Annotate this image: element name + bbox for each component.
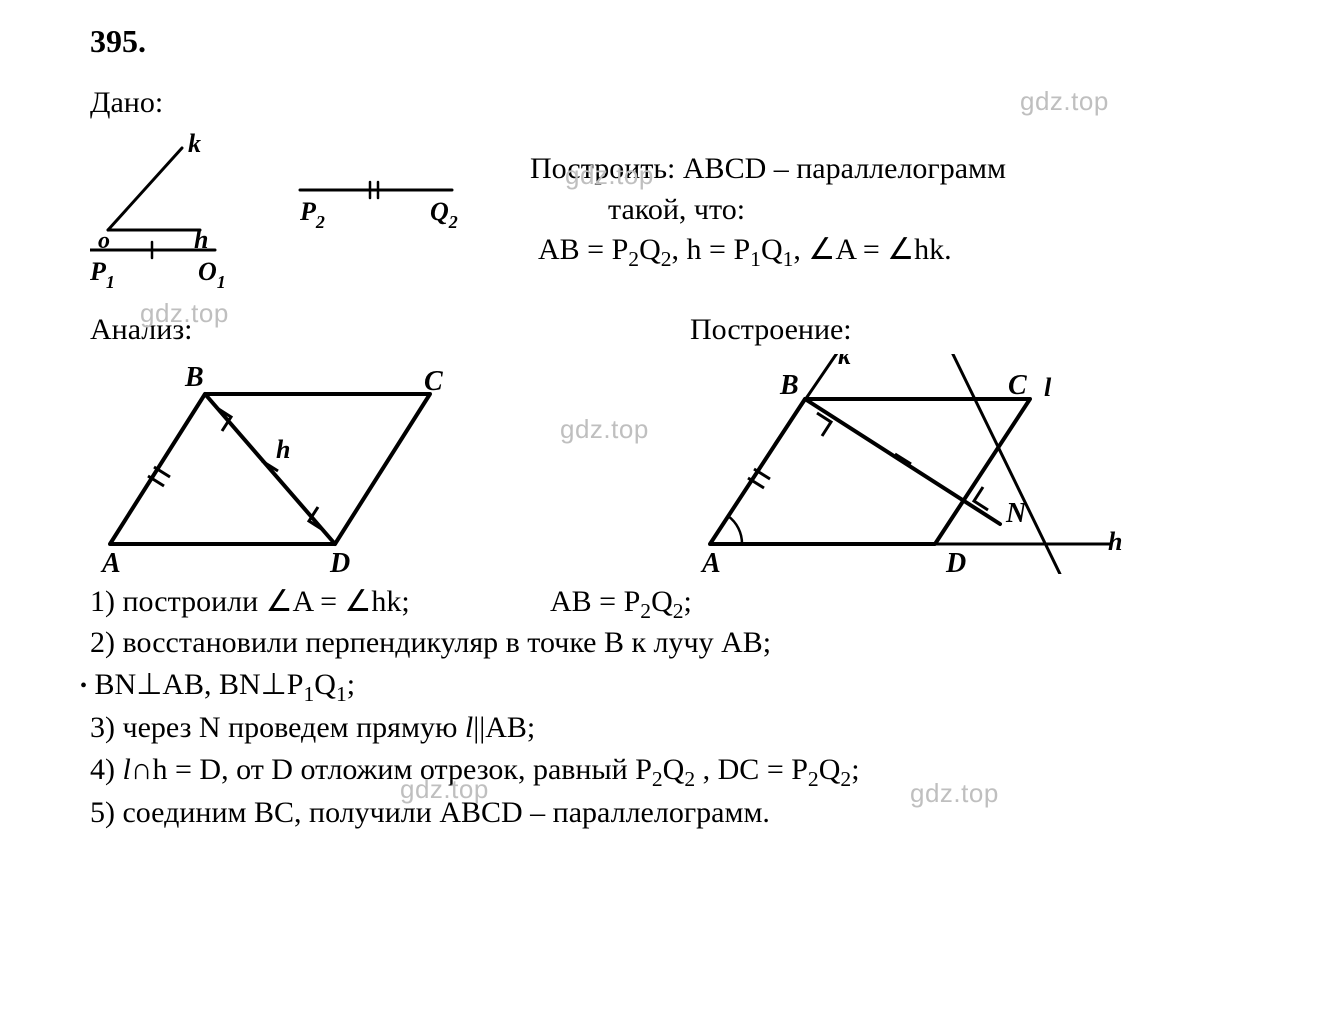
label-B: B xyxy=(184,362,204,393)
given-row: Дано: xyxy=(90,83,1249,300)
label-A2: A xyxy=(700,548,721,574)
given-diagram-svg: k o h P1 O1 P2 Q2 xyxy=(90,130,470,300)
label-h-height: h xyxy=(276,435,290,464)
label-C2: C xyxy=(1008,370,1027,401)
step-1-row: 1) построили ∠A = ∠hk; AB = P2Q2; xyxy=(90,582,1249,623)
construction-column: Построение: xyxy=(690,310,1230,575)
steps: 1) построили ∠A = ∠hk; AB = P2Q2; 2) вос… xyxy=(90,582,1249,833)
label-P2: P2 xyxy=(299,197,325,232)
page: 395. gdz.top gdz.top gdz.top gdz.top gdz… xyxy=(0,0,1329,1020)
analysis-column: Анализ: xyxy=(90,310,630,575)
label-k: k xyxy=(188,130,201,158)
label-P1: P1 xyxy=(90,257,115,292)
analysis-svg: A B C D h xyxy=(90,354,490,574)
label-C: C xyxy=(424,366,443,397)
build-line1: Построить: ABCD – параллелограмм xyxy=(530,149,1249,190)
step-3: 3) через N проведем прямую l||AB; xyxy=(90,708,1249,749)
construction-svg: A B C D N k l h xyxy=(690,354,1150,574)
build-line2: такой, что: xyxy=(530,190,1249,231)
build-text: Построить: ABCD – параллелограмм такой, … xyxy=(510,83,1249,271)
label-O1: O1 xyxy=(198,257,226,292)
label-l: l xyxy=(1044,373,1052,402)
analysis-construction-row: Анализ: xyxy=(90,310,1249,575)
build-line3: AB = P2Q2, h = P1Q1, ∠A = ∠hk. xyxy=(530,230,1249,271)
step-4: 4) l∩h = D, от D отложим отрезок, равный… xyxy=(90,750,1249,791)
given-block: Дано: xyxy=(90,83,470,300)
label-N: N xyxy=(1005,498,1028,529)
label-k2: k xyxy=(838,354,851,370)
label-h: h xyxy=(194,225,208,254)
problem-number: 395. xyxy=(90,20,1249,63)
label-o: o xyxy=(98,228,110,254)
label-Q2: Q2 xyxy=(430,197,458,232)
step-1-left: 1) построили ∠A = ∠hk; xyxy=(90,582,550,623)
step-2b: • BN⊥AB, BN⊥P1Q1; xyxy=(80,665,1249,706)
label-D2: D xyxy=(945,548,966,574)
construction-label: Построение: xyxy=(690,310,1230,351)
label-A: A xyxy=(100,548,121,574)
given-label: Дано: xyxy=(90,83,470,124)
step-1-right: AB = P2Q2; xyxy=(550,582,692,623)
step-5: 5) соединим BC, получили ABCD – параллел… xyxy=(90,793,1249,834)
label-B2: B xyxy=(779,370,799,401)
step-2: 2) восстановили перпендикуляр в точке B … xyxy=(90,623,1249,664)
analysis-label: Анализ: xyxy=(90,310,630,351)
label-D: D xyxy=(329,548,350,574)
label-h2: h xyxy=(1108,527,1122,556)
